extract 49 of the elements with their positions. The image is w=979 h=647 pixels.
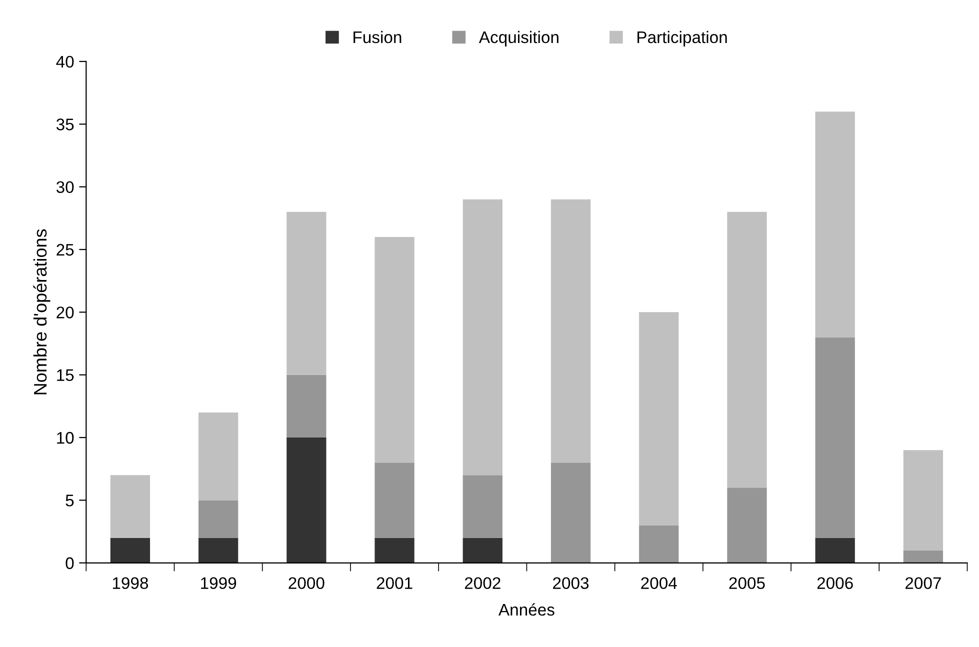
bar [374,538,414,563]
bar [903,550,944,563]
x-tick-label: 2006 [817,577,853,590]
y-tick-label: 5 [66,494,74,506]
bar [286,438,326,563]
y-axis-title: Nombre d'opérations [33,229,50,394]
bar [198,500,238,538]
bar [374,462,414,538]
y-tick-label: 40 [56,56,74,68]
bar [462,538,502,563]
bar [550,199,591,463]
y-tick-label: 10 [57,432,74,444]
x-tick-label: 2004 [641,577,677,590]
bar [462,475,502,538]
bar [815,337,855,538]
x-tick-label: 2003 [553,577,589,590]
x-tick-label: 1998 [112,577,148,590]
bar [727,212,767,488]
y-tick-label: 30 [56,181,74,194]
x-tick-label: 2001 [376,577,412,590]
x-axis-title: Années [498,603,554,616]
x-tick-label: 2002 [464,577,500,590]
y-tick-label: 35 [56,118,74,130]
bar [286,374,326,438]
y-tick-label: 0 [66,557,74,570]
bar [198,538,238,563]
bar [198,412,238,500]
bar [639,312,679,526]
legend-label: Participation [638,30,727,46]
x-tick-label: 2005 [729,577,765,590]
x-tick-label: 1999 [201,577,236,590]
bar [462,199,502,476]
legend-label: Acquisition [478,30,558,46]
y-tick-label: 20 [56,306,74,318]
bar [815,112,855,338]
bar [110,475,150,538]
bar [374,236,414,463]
bar [550,462,591,563]
legend-label: Fusion [354,30,402,44]
bar [903,450,944,550]
bar [286,212,326,375]
bar [110,538,150,563]
bar [815,538,855,563]
bar [727,488,767,563]
x-tick-label: 2000 [288,577,324,590]
y-tick-label: 15 [57,369,74,382]
y-tick-label: 25 [56,244,74,256]
bar [639,525,679,563]
x-tick-label: 2007 [906,577,941,590]
